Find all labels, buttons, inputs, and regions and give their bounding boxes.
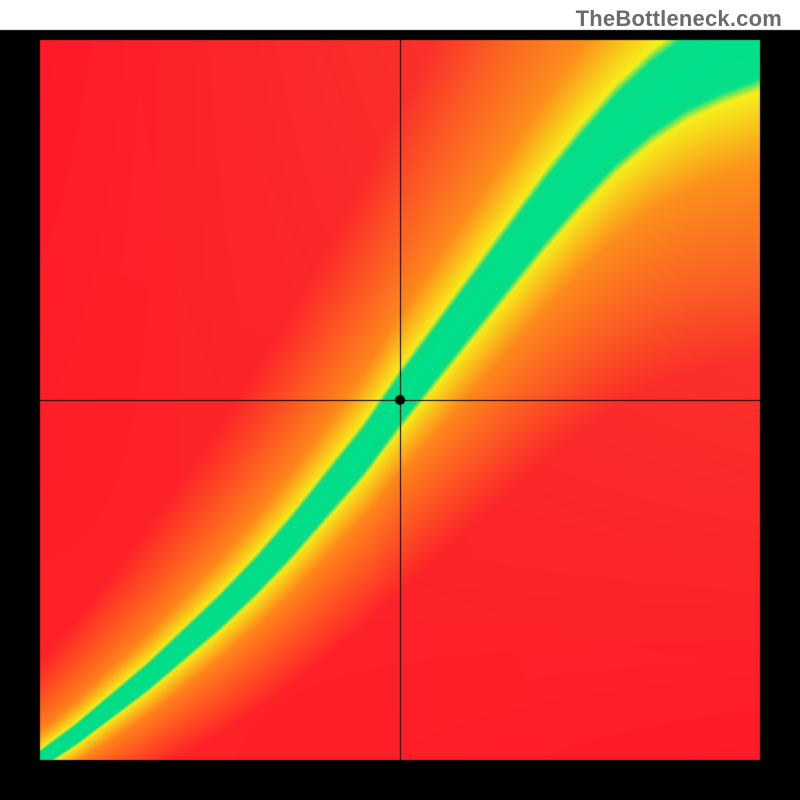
chart-container: TheBottleneck.com [0, 0, 800, 800]
bottleneck-heatmap [0, 0, 800, 800]
watermark-text: TheBottleneck.com [576, 6, 782, 32]
